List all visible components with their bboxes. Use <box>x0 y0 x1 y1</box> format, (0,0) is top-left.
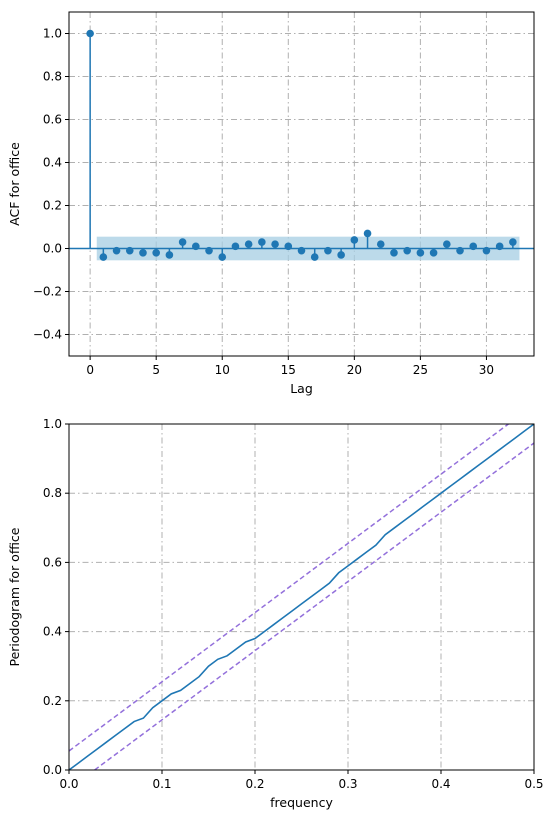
acf-point <box>192 242 200 251</box>
acf-point <box>443 240 451 248</box>
y-tick-label: 0.0 <box>43 242 62 256</box>
x-tick-label: 15 <box>281 363 296 377</box>
acf-point <box>178 238 187 246</box>
y-tick-label: 0.4 <box>43 156 62 170</box>
acf-point <box>350 236 359 244</box>
acf-point <box>165 251 174 259</box>
periodogram-plot-frame <box>68 423 535 771</box>
acf-point <box>456 246 464 255</box>
x-tick-label: 25 <box>413 363 428 377</box>
acf-point <box>469 242 478 251</box>
acf-point <box>416 249 425 257</box>
x-tick-label: 20 <box>347 363 362 377</box>
acf-x-axis-label: Lag <box>290 381 313 396</box>
acf-point <box>284 242 293 251</box>
acf-grid <box>69 12 534 356</box>
acf-point <box>112 246 121 255</box>
acf-point <box>363 229 372 238</box>
y-tick-label: 0.6 <box>43 113 62 127</box>
confidence-bound-line <box>93 442 534 770</box>
y-tick-label: 0.0 <box>43 763 62 777</box>
periodogram-y-axis-label: Periodogram for office <box>7 527 22 666</box>
periodogram-x-axis-label: frequency <box>270 795 333 810</box>
y-tick-label: 0.6 <box>43 555 62 569</box>
x-tick-label: 0.2 <box>245 777 264 791</box>
x-tick-label: 30 <box>479 363 494 377</box>
acf-point <box>337 251 345 259</box>
periodogram-ticks: 0.0 0.1 0.2 0.3 0.4 0.5 0.0 0.2 0.4 0.6 0.8 1.0 <box>43 417 544 791</box>
y-tick-label: −0.4 <box>33 328 62 342</box>
acf-point <box>390 249 398 257</box>
acf-point <box>258 238 266 246</box>
acf-y-axis-label: ACF for office <box>7 142 22 226</box>
x-tick-label: 0 <box>86 363 94 377</box>
periodogram-panel: 0.0 0.1 0.2 0.3 0.4 0.5 0.0 0.2 0.4 0.6 0.8 1.0 fre… <box>7 417 544 810</box>
y-tick-label: −0.2 <box>33 285 62 299</box>
x-tick-label: 0.3 <box>338 777 357 791</box>
acf-point <box>429 249 438 257</box>
periodogram-line <box>69 424 534 770</box>
acf-point <box>205 246 213 255</box>
acf-point <box>495 242 504 251</box>
y-tick-label: 0.8 <box>43 70 62 84</box>
y-tick-label: 0.2 <box>43 199 62 213</box>
periodogram-marks <box>69 424 534 770</box>
acf-point <box>139 249 147 257</box>
acf-point <box>125 246 134 255</box>
acf-point <box>244 240 253 248</box>
x-tick-label: 0.1 <box>152 777 171 791</box>
confidence-bound-line <box>69 424 510 752</box>
y-tick-label: 0.8 <box>43 486 62 500</box>
acf-point <box>99 253 108 261</box>
acf-point <box>403 246 411 255</box>
acf-point <box>231 242 240 251</box>
x-tick-label: 0.4 <box>431 777 450 791</box>
acf-point <box>152 249 160 257</box>
acf-panel: 0 5 10 15 20 25 30 −0.4 −0.2 0.0 0.2 0.4 0.6 0.8 1.0 L… <box>7 11 535 396</box>
acf-point <box>324 246 332 255</box>
acf-point <box>86 29 94 38</box>
acf-point <box>509 238 517 246</box>
y-tick-label: 1.0 <box>43 27 62 41</box>
acf-point <box>482 246 491 255</box>
x-tick-label: 10 <box>215 363 230 377</box>
x-tick-label: 0.0 <box>59 777 78 791</box>
y-tick-label: 0.4 <box>43 625 62 639</box>
acf-point <box>218 253 227 261</box>
x-tick-label: 0.5 <box>524 777 543 791</box>
acf-point <box>271 240 279 248</box>
y-tick-label: 0.2 <box>43 694 62 708</box>
acf-point <box>297 246 306 255</box>
x-tick-label: 5 <box>152 363 160 377</box>
acf-plot-frame <box>68 11 535 357</box>
acf-point <box>310 253 319 261</box>
acf-marks <box>69 29 534 261</box>
acf-point <box>376 240 385 248</box>
y-tick-label: 1.0 <box>43 417 62 431</box>
acf-ticks: 0 5 10 15 20 25 30 −0.4 −0.2 0.0 0.2 0.4 0.6 0.8 1.0 <box>33 27 494 378</box>
